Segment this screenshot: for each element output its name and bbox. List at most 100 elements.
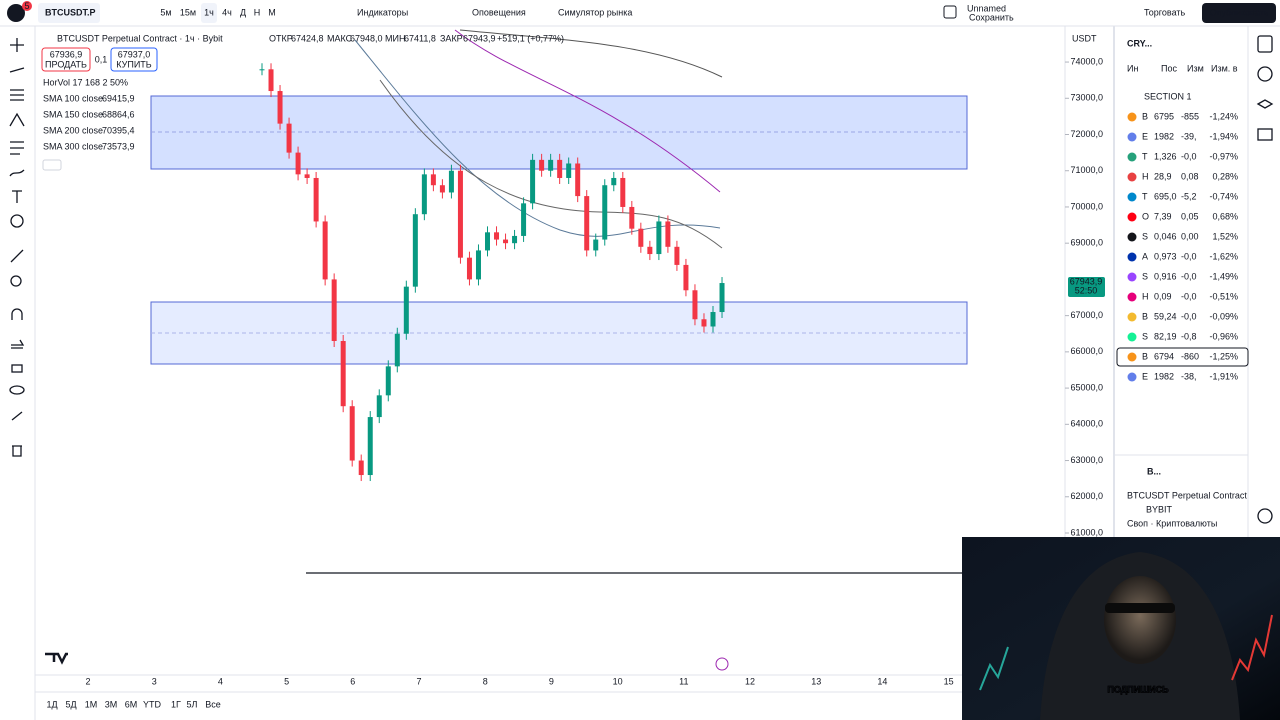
indicators-button[interactable]: Индикаторы [357, 7, 408, 17]
watchlist-title[interactable]: CRY... [1127, 38, 1152, 48]
candle [313, 177, 319, 222]
alerts-icon[interactable] [1257, 66, 1273, 82]
y-tick-label: 73000,0 [1070, 93, 1103, 103]
range-button[interactable]: 1М [85, 699, 98, 709]
fib-icon[interactable] [10, 89, 24, 101]
range-button[interactable]: 1Д [46, 699, 57, 709]
symbol-name[interactable]: O [1142, 211, 1149, 221]
publish-button-label[interactable]: Опубликовать [1210, 7, 1269, 17]
symbol-name[interactable]: H [1142, 171, 1149, 181]
sell-label[interactable]: ПРОДАТЬ [45, 59, 87, 69]
symbol-name[interactable]: T [1142, 191, 1148, 201]
interval[interactable]: 15м [180, 7, 196, 17]
candle [692, 290, 698, 320]
magnet-icon[interactable] [11, 308, 23, 320]
layers-icon[interactable] [1256, 99, 1274, 109]
symbol-name[interactable]: S [1142, 271, 1148, 281]
candle [557, 159, 563, 178]
interval[interactable]: Д [240, 7, 246, 17]
range-button[interactable]: 6М [125, 699, 138, 709]
glasses [1105, 603, 1175, 613]
range-button[interactable]: 5Д [65, 699, 76, 709]
sell-button[interactable] [41, 47, 91, 72]
events-icon[interactable] [715, 657, 729, 671]
line-icon[interactable] [9, 67, 25, 73]
range-button[interactable]: 5Л [187, 699, 198, 709]
change: 0,08 [1181, 171, 1199, 181]
replay-button[interactable]: Симулятор рынка [558, 7, 632, 17]
pattern-icon[interactable] [9, 112, 25, 127]
symbol-name[interactable]: S [1142, 331, 1148, 341]
buy-button[interactable] [110, 47, 158, 72]
alerts-button[interactable]: Оповещения [472, 7, 526, 17]
ohlc-value: 67948,0 [350, 33, 383, 43]
buy-price[interactable]: 67937,0 [118, 49, 151, 59]
candle [674, 246, 680, 265]
change-percent: -0,97% [1209, 151, 1238, 161]
interval[interactable]: 1ч [204, 7, 214, 17]
trash-icon[interactable] [12, 445, 22, 457]
buy-label[interactable]: КУПИТЬ [116, 59, 151, 69]
symbol-name[interactable]: B [1142, 111, 1148, 121]
logo[interactable] [7, 4, 25, 22]
trade-button[interactable]: Торговать [1144, 7, 1186, 17]
candle [620, 177, 626, 207]
column-header[interactable]: Ин [1127, 63, 1138, 73]
range-button[interactable]: 3М [105, 699, 118, 709]
lock-icon[interactable] [11, 364, 23, 373]
collapse-button[interactable] [42, 159, 62, 171]
range-button[interactable]: YTD [143, 699, 162, 709]
ruler-icon[interactable] [10, 249, 24, 263]
candle [412, 214, 418, 287]
lock-draw-icon[interactable] [11, 339, 25, 349]
symbol-name[interactable]: A [1142, 251, 1148, 261]
layout-checkbox[interactable] [943, 5, 957, 19]
interval[interactable]: 4ч [222, 7, 232, 17]
layout-name[interactable]: Unnamed [967, 3, 1006, 13]
emoji-icon[interactable] [10, 214, 24, 228]
link-icon[interactable] [11, 411, 23, 421]
symbol-name[interactable]: T [1142, 151, 1148, 161]
candle [575, 163, 581, 197]
range-button[interactable]: 1Г [171, 699, 181, 709]
column-header[interactable]: Пос [1161, 63, 1177, 73]
text-icon[interactable] [12, 190, 22, 203]
projection-icon[interactable] [10, 141, 24, 155]
interval[interactable]: М [268, 7, 276, 17]
symbol-name[interactable]: E [1142, 131, 1148, 141]
last-price: 0,046 [1154, 231, 1177, 241]
symbol-icon [1127, 352, 1137, 362]
brush-icon[interactable] [9, 169, 25, 177]
eye-icon[interactable] [9, 385, 25, 395]
chat-icon[interactable] [1257, 128, 1273, 141]
interval[interactable]: 5м [160, 7, 171, 17]
symbol-name[interactable]: H [1142, 291, 1149, 301]
symbol-name[interactable]: E [1142, 371, 1148, 381]
symbol-box[interactable] [38, 3, 100, 23]
sell-price[interactable]: 67936,9 [50, 49, 83, 59]
watchlist-icon[interactable] [1257, 35, 1273, 53]
candle [584, 196, 590, 251]
column-header[interactable]: Изм [1187, 63, 1204, 73]
column-header[interactable]: Изм. в [1211, 63, 1238, 73]
zoom-icon[interactable] [10, 275, 22, 287]
symbol[interactable]: BTCUSDT.P [45, 7, 96, 17]
x-tick-label: 11 [679, 676, 688, 686]
crosshair-icon[interactable] [10, 38, 24, 52]
symbol-icon [1127, 132, 1137, 142]
change-percent: -1,94% [1209, 131, 1238, 141]
target-icon[interactable] [1257, 508, 1273, 524]
interval[interactable]: Н [254, 7, 261, 17]
range-button[interactable]: Все [205, 699, 221, 709]
candle [521, 203, 527, 236]
x-tick-label: 2 [85, 676, 90, 686]
symbol-name[interactable]: B [1142, 351, 1148, 361]
moving-averages [354, 29, 723, 249]
change: -0,0 [1181, 311, 1197, 321]
symbol-name[interactable]: B [1142, 311, 1148, 321]
change: -0,0 [1181, 251, 1197, 261]
publish-button[interactable] [1202, 3, 1276, 23]
change: -38, [1181, 371, 1197, 381]
symbol-name[interactable]: S [1142, 231, 1148, 241]
x-tick-label: 10 [613, 676, 623, 686]
